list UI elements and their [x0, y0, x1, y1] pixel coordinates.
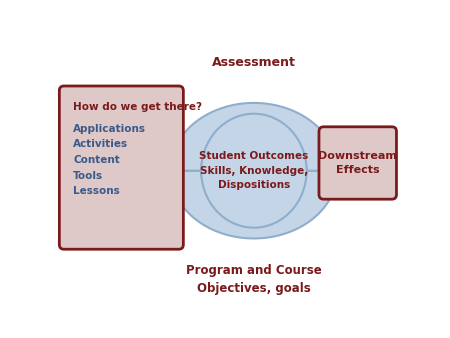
- Text: Downstream
Effects: Downstream Effects: [318, 151, 397, 175]
- FancyBboxPatch shape: [319, 127, 396, 199]
- Ellipse shape: [201, 114, 306, 228]
- Polygon shape: [170, 103, 338, 171]
- Text: How do we get there?: How do we get there?: [73, 102, 202, 112]
- FancyBboxPatch shape: [59, 86, 183, 249]
- Polygon shape: [170, 171, 338, 238]
- Text: Student Outcomes
Skills, Knowledge,
Dispositions: Student Outcomes Skills, Knowledge, Disp…: [199, 151, 309, 191]
- Text: Applications
Activities
Content
Tools
Lessons: Applications Activities Content Tools Le…: [73, 124, 146, 196]
- Text: Assessment: Assessment: [212, 56, 296, 69]
- Text: Program and Course
Objectives, goals: Program and Course Objectives, goals: [186, 264, 322, 295]
